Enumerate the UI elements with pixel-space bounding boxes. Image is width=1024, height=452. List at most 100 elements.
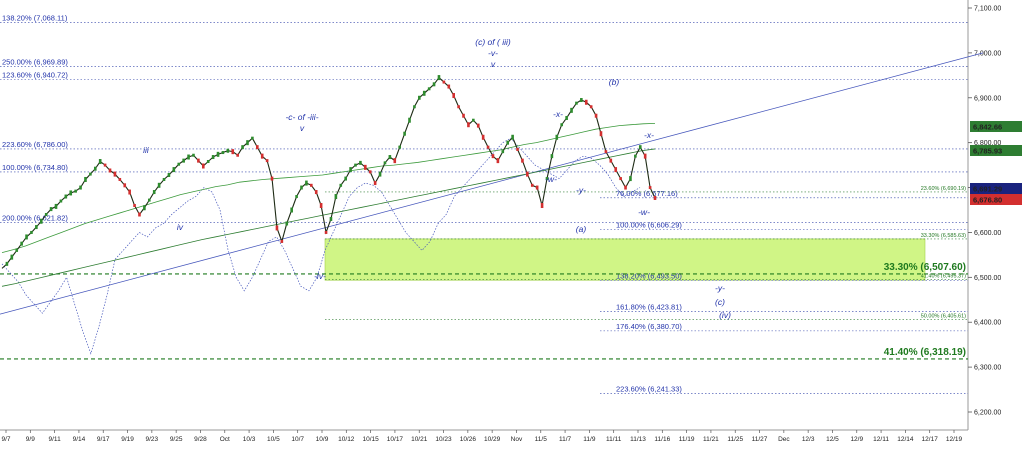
wave-label: (iv) xyxy=(719,310,731,320)
fib-level-label: 138.20% (7,068.11) xyxy=(2,13,68,22)
x-tick-label: 12/9 xyxy=(850,436,863,443)
candle-body xyxy=(413,105,416,109)
candle-body xyxy=(103,163,107,167)
candle-body xyxy=(334,194,338,200)
fib-level-label: 176.40% (6,380.70) xyxy=(616,322,682,331)
x-tick-label: Nov xyxy=(511,436,523,443)
x-tick-label: 12/14 xyxy=(897,436,914,443)
x-tick-label: 10/23 xyxy=(435,436,452,443)
candle-body xyxy=(216,151,220,157)
candle-body xyxy=(609,158,613,163)
candle-body xyxy=(486,145,490,149)
trendline xyxy=(0,52,984,315)
candle-body xyxy=(241,145,244,150)
candle-body xyxy=(172,167,176,173)
x-tick-label: 11/7 xyxy=(559,436,572,443)
candle-body xyxy=(98,159,102,165)
wave-label: -y- xyxy=(715,283,725,293)
price-tag-label: 6,676.80 xyxy=(973,196,1002,205)
y-tick-label: 6,300.00 xyxy=(974,365,1001,372)
candle-body xyxy=(20,241,23,246)
candle-body xyxy=(555,134,559,140)
candle-body xyxy=(93,166,97,171)
x-tick-label: 10/5 xyxy=(267,436,280,443)
candle-body xyxy=(89,172,92,176)
x-tick-label: Dec xyxy=(778,436,790,443)
candle-body xyxy=(49,207,53,212)
candle-body xyxy=(314,190,318,195)
candle-body xyxy=(79,185,82,190)
candle-body xyxy=(408,117,411,123)
y-tick-label: 7,100.00 xyxy=(974,6,1001,13)
x-tick-label: 9/14 xyxy=(73,436,86,443)
wave-label: (b) xyxy=(609,77,620,87)
x-tick-label: 12/3 xyxy=(802,436,815,443)
wave-label: -x- xyxy=(553,109,563,119)
candle-body xyxy=(378,171,382,177)
wave-label: -x- xyxy=(644,130,654,140)
wave-label: -v- xyxy=(488,48,498,58)
fib-level-label: 250.00% (6,969.89) xyxy=(2,57,68,66)
candle-body xyxy=(422,90,426,96)
x-tick-label: 10/26 xyxy=(460,436,477,443)
candle-body xyxy=(44,212,48,216)
candle-body xyxy=(143,205,146,211)
candle-body xyxy=(246,140,249,146)
y-tick-label: 6,200.00 xyxy=(974,410,1001,417)
candle-body xyxy=(231,149,235,155)
candle-body xyxy=(614,167,618,173)
wave-label: iii xyxy=(143,145,150,155)
x-tick-label: 9/17 xyxy=(97,436,110,443)
candle-body xyxy=(251,136,254,140)
candle-body xyxy=(211,155,215,160)
x-tick-label: 10/17 xyxy=(387,436,404,443)
candle-body xyxy=(349,167,352,173)
candle-body xyxy=(432,82,436,87)
candle-body xyxy=(167,172,171,177)
x-tick-label: 9/7 xyxy=(1,436,10,443)
x-tick-label: 9/25 xyxy=(170,436,183,443)
candle-body xyxy=(15,248,19,252)
candle-body xyxy=(368,170,372,174)
candle-body xyxy=(619,177,622,181)
candle-body xyxy=(187,154,190,160)
y-tick-label: 6,400.00 xyxy=(974,320,1001,327)
price-tag xyxy=(970,145,1022,156)
y-tick-label: 6,900.00 xyxy=(974,95,1001,102)
candle-body xyxy=(476,123,480,128)
wave-label: v xyxy=(300,123,305,133)
candle-body xyxy=(634,154,637,158)
x-tick-label: 9/9 xyxy=(26,436,35,443)
candle-body xyxy=(638,145,642,150)
candle-body xyxy=(133,204,136,208)
y-tick-label: 6,800.00 xyxy=(974,140,1001,147)
major-level-label: 33.30% (6,507.60) xyxy=(884,262,966,273)
candle-body xyxy=(501,150,505,154)
fib-level-label: 200.00% (6,621.82) xyxy=(2,214,68,223)
candle-body xyxy=(506,140,510,145)
candle-body xyxy=(589,105,593,109)
fib-level-label: 100.00% (6,734.80) xyxy=(2,163,68,172)
candle-body xyxy=(560,123,564,127)
candle-body xyxy=(39,218,43,224)
candle-body xyxy=(285,221,289,226)
x-tick-label: Oct xyxy=(220,436,230,443)
fib-level-label-right: 23.60% (6,690.19) xyxy=(921,186,966,192)
candle-body xyxy=(197,158,200,163)
oscillator-line xyxy=(1,137,641,355)
candle-body xyxy=(128,189,131,195)
candle-body xyxy=(545,177,549,181)
candle-body xyxy=(403,131,406,136)
candle-body xyxy=(383,161,387,165)
candle-body xyxy=(584,99,588,105)
candle-body xyxy=(74,189,77,193)
x-tick-label: 10/21 xyxy=(411,436,428,443)
candle-body xyxy=(10,254,14,260)
fib-level-label: 123.60% (6,940.72) xyxy=(2,70,68,79)
x-tick-label: 9/19 xyxy=(121,436,134,443)
candle-body xyxy=(447,84,451,89)
candle-body xyxy=(69,190,73,196)
candle-body xyxy=(280,239,284,243)
y-tick-label: 6,600.00 xyxy=(974,230,1001,237)
